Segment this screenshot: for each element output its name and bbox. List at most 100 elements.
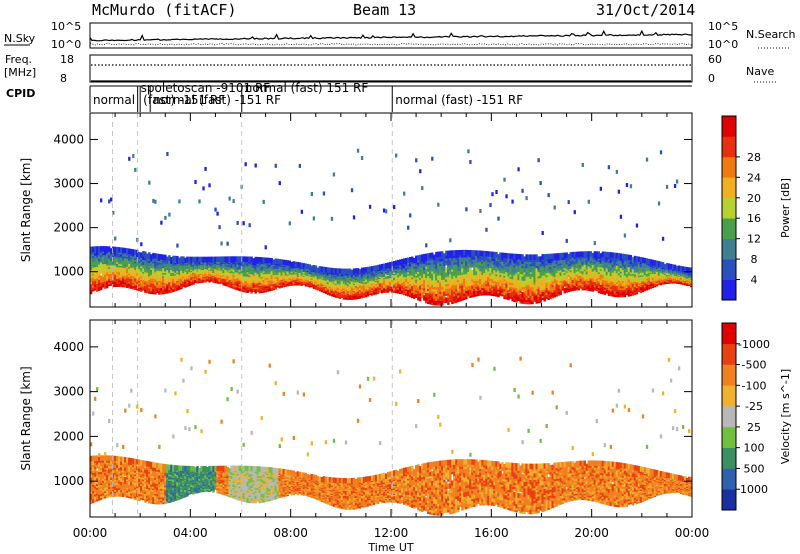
data-cell	[495, 255, 498, 262]
data-cell	[204, 262, 207, 268]
data-cell	[216, 211, 219, 216]
data-cell	[431, 156, 434, 161]
data-cell	[94, 254, 97, 260]
data-cell	[437, 288, 440, 295]
data-cell	[507, 253, 510, 259]
data-cell	[264, 257, 267, 263]
data-cell	[304, 263, 308, 269]
data-cell	[186, 256, 189, 263]
data-cell	[104, 265, 107, 272]
data-cell	[154, 266, 157, 273]
data-cell	[435, 251, 438, 258]
data-cell	[258, 264, 261, 270]
data-cell	[338, 268, 342, 274]
data-cell	[162, 254, 165, 260]
data-cell	[166, 267, 169, 274]
data-cell	[288, 221, 291, 226]
data-cell	[134, 272, 137, 279]
data-cell	[441, 251, 444, 257]
data-cell	[332, 268, 336, 274]
data-cell	[258, 257, 261, 263]
data-cell	[423, 282, 426, 289]
data-cell	[326, 267, 330, 273]
data-cell	[425, 268, 428, 274]
data-cell	[248, 261, 251, 267]
data-cell	[521, 279, 524, 285]
data-cell	[547, 253, 550, 260]
data-cell	[485, 271, 488, 277]
data-cell	[465, 249, 468, 256]
data-cell	[200, 263, 203, 270]
data-cell	[555, 253, 558, 259]
data-cell	[266, 257, 269, 264]
data-cell	[196, 256, 199, 263]
data-cell	[152, 263, 155, 269]
data-cell	[168, 281, 171, 287]
data-cell	[256, 256, 259, 263]
data-cell	[521, 188, 524, 193]
data-cell	[463, 277, 466, 283]
data-cell	[537, 256, 540, 262]
data-cell	[140, 242, 143, 247]
data-cell	[268, 257, 271, 264]
data-cell	[364, 267, 368, 273]
data-cell	[399, 278, 402, 285]
data-cell	[300, 267, 304, 274]
data-cell	[150, 273, 153, 279]
data-cell	[539, 256, 542, 262]
data-cell	[511, 199, 514, 204]
data-cell	[368, 204, 372, 209]
data-cell	[346, 268, 350, 275]
data-cell	[523, 256, 526, 262]
data-cell	[298, 163, 301, 168]
data-cell	[587, 199, 590, 204]
data-cell	[120, 247, 123, 253]
data-cell	[393, 205, 396, 210]
data-cell	[200, 256, 203, 263]
data-cell	[110, 278, 113, 285]
data-cell	[236, 220, 239, 225]
data-cell	[234, 256, 237, 262]
data-cell	[459, 291, 462, 297]
data-cell	[491, 251, 494, 258]
data-cell	[443, 269, 446, 276]
data-cell	[292, 261, 295, 267]
data-cell	[214, 266, 217, 273]
data-cell	[180, 256, 183, 262]
data-cell	[160, 272, 163, 278]
data-cell	[126, 277, 129, 284]
data-cell	[116, 246, 119, 253]
data-cell	[134, 252, 137, 259]
data-cell	[168, 212, 171, 217]
data-cell	[170, 257, 173, 263]
data-cell	[330, 267, 334, 274]
data-cell	[409, 213, 412, 218]
data-cell	[254, 163, 257, 168]
data-cell	[250, 262, 253, 269]
data-cell	[254, 282, 257, 288]
data-cell	[455, 270, 458, 276]
data-cell	[477, 290, 480, 297]
noise-panel-frame	[89, 22, 693, 49]
data-cell	[182, 256, 185, 262]
data-cell	[585, 278, 588, 285]
data-cell	[499, 256, 502, 262]
data-cell	[270, 273, 273, 280]
data-cell	[246, 263, 249, 270]
data-cell	[156, 272, 159, 278]
data-cell	[521, 254, 524, 260]
data-cell	[475, 289, 478, 295]
data-cell	[164, 254, 167, 261]
data-cell	[278, 270, 281, 276]
data-cell	[497, 276, 500, 283]
data-cell	[194, 256, 197, 263]
data-cell	[174, 275, 177, 282]
data-cell	[503, 177, 506, 182]
data-cell	[559, 252, 562, 259]
data-cell	[114, 236, 117, 241]
data-cell	[403, 191, 406, 196]
data-cell	[112, 246, 115, 252]
data-cell	[140, 281, 143, 287]
data-cell	[405, 257, 408, 264]
